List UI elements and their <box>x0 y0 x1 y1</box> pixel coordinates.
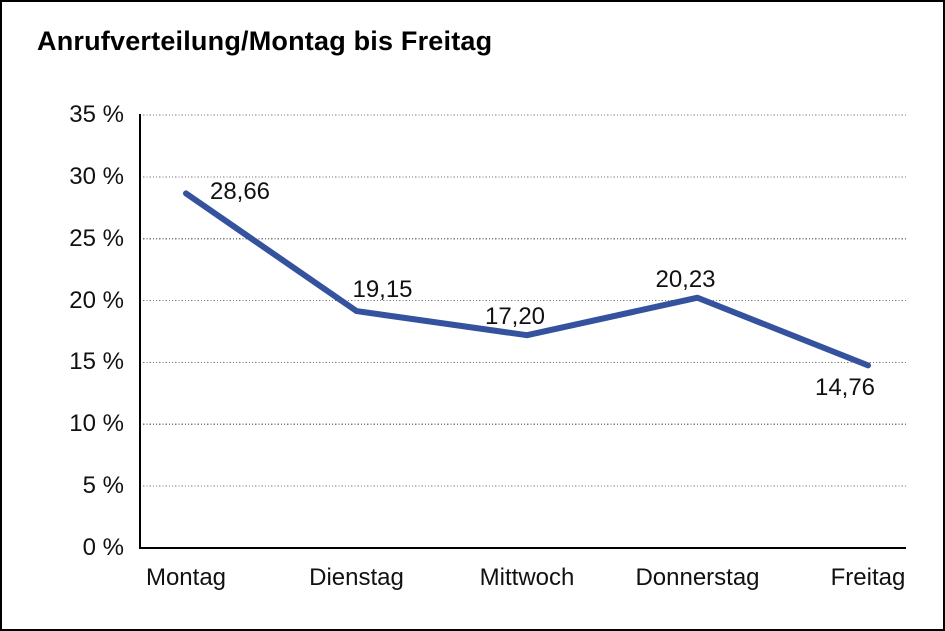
y-axis-tick-label: 0 % <box>82 534 124 561</box>
y-axis-tick-label: 10 % <box>69 410 124 438</box>
y-axis-tick-label: 5 % <box>82 472 124 500</box>
y-axis-tick-label: 15 % <box>69 348 124 376</box>
y-axis-tick-label: 30 % <box>69 162 124 190</box>
series-line <box>183 190 871 369</box>
chart-title: Anrufverteilung/Montag bis Freitag <box>37 26 493 56</box>
data-label: 14,76 <box>814 374 876 402</box>
y-axis-tick-label: 35 % <box>69 101 124 128</box>
x-axis-label-mittwoch: Mittwoch <box>479 564 575 591</box>
x-axis-label-donnerstag: Donnerstag <box>635 564 760 591</box>
x-axis-label-dienstag: Dienstag <box>309 564 404 591</box>
y-axis-tick-label: 20 % <box>69 286 124 314</box>
data-label: 28,66 <box>209 178 271 206</box>
data-label: 20,23 <box>655 265 716 293</box>
data-label: 19,15 <box>352 276 413 304</box>
x-axis-label-freitag: Freitag <box>830 564 906 591</box>
data-label: 17,20 <box>484 303 546 331</box>
x-axis-label-montag: Montag <box>145 564 227 591</box>
y-axis-tick-label: 25 % <box>69 224 124 252</box>
